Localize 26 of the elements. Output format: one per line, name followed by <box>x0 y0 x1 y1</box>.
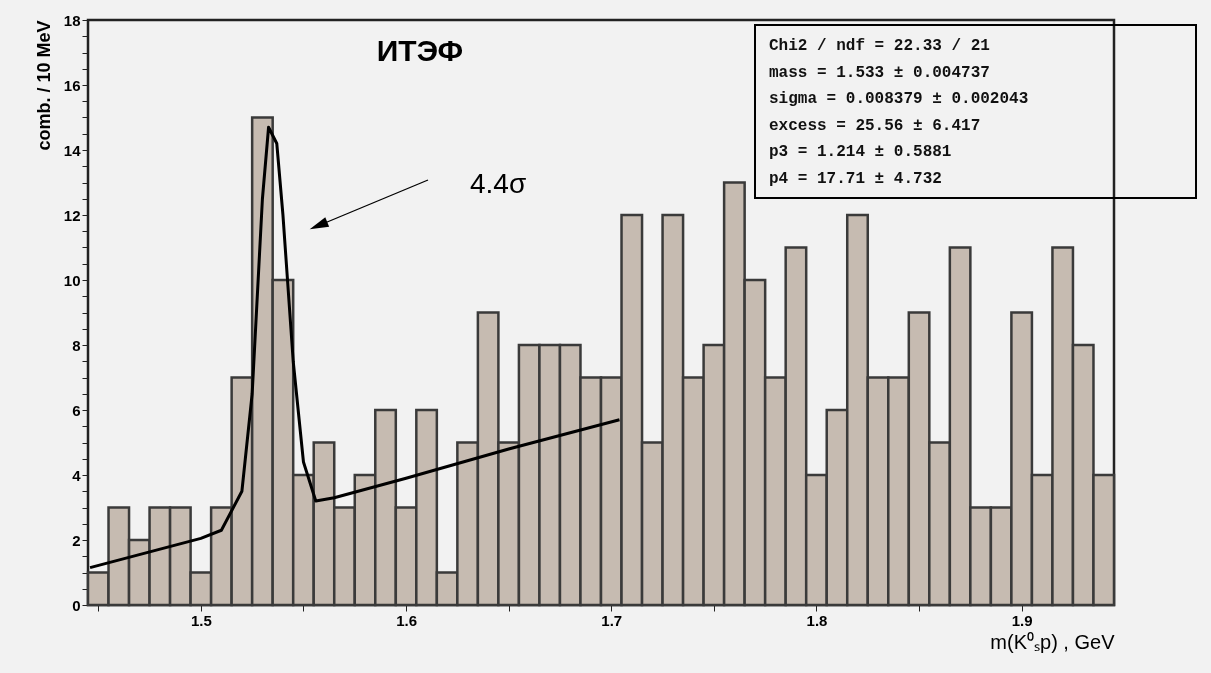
x-tick-label: 1.7 <box>601 611 623 629</box>
line-series <box>88 125 621 570</box>
annotation: excess = 25.56 ± 6.417 <box>769 116 981 135</box>
x-tick-label: 1.6 <box>396 611 417 629</box>
y-tick-label: 4 <box>72 466 82 484</box>
x-tick-label: 1.8 <box>806 611 828 629</box>
chart-title: ИТЭФ <box>376 34 464 67</box>
y-tick-label: 12 <box>63 206 81 224</box>
x-tick-label: 1.9 <box>1011 611 1033 629</box>
y-axis-title: comb. / 10 MeV <box>33 20 54 151</box>
annotation: p4 = 17.71 ± 4.732 <box>769 169 942 188</box>
y-tick-label: 6 <box>72 401 81 419</box>
annotation: mass = 1.533 ± 0.004737 <box>769 63 990 82</box>
y-tick-label: 10 <box>63 271 81 289</box>
x-tick-label: 1.5 <box>190 611 212 629</box>
y-tick-label: 0 <box>72 596 81 614</box>
y-tick-label: 18 <box>63 11 81 29</box>
y-tick-label: 14 <box>63 141 82 159</box>
y-tick-label: 2 <box>72 531 81 549</box>
annotation: 4.4σ <box>470 168 527 199</box>
x-axis-title: m(K⁰ₛp) , GeV <box>990 630 1116 653</box>
y-tick-label: 8 <box>72 336 81 354</box>
annotation: sigma = 0.008379 ± 0.002043 <box>769 90 1029 108</box>
annotation: Chi2 / ndf = 22.33 / 21 <box>769 37 990 55</box>
y-tick-label: 16 <box>63 76 81 94</box>
annotation: p3 = 1.214 ± 0.5881 <box>769 143 952 161</box>
